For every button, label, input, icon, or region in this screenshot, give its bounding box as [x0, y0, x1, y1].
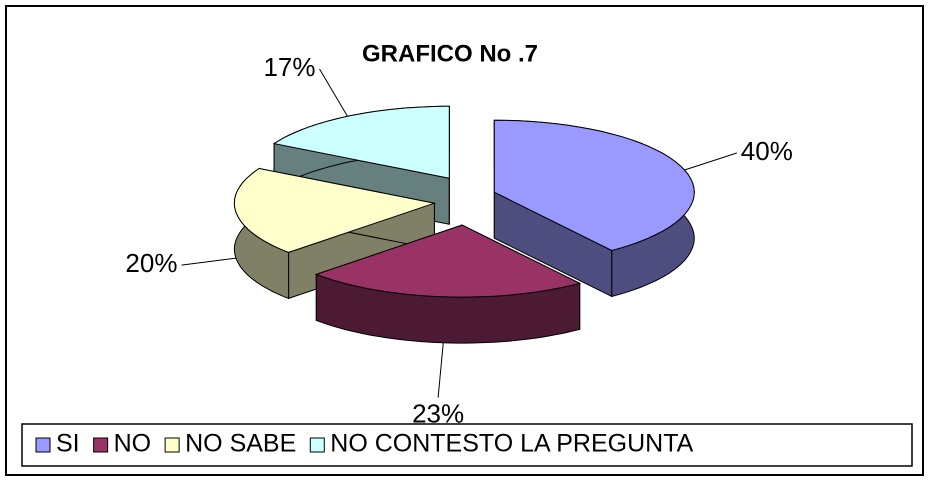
leader-line	[319, 68, 348, 117]
data-label: 20%	[125, 248, 177, 278]
leader-line	[437, 342, 444, 398]
data-label: 17%	[263, 52, 315, 82]
leader-line	[181, 257, 237, 266]
slice	[493, 119, 695, 252]
legend-label: NO CONTESTO LA PREGUNTA	[330, 430, 693, 458]
legend-swatch	[164, 437, 180, 453]
chart-title: GRAFICO No .7	[362, 40, 538, 67]
slice	[314, 224, 582, 298]
slice	[233, 167, 437, 253]
legend-label: NO SABE	[185, 430, 296, 458]
data-label: 23%	[412, 398, 464, 428]
legend-swatch	[35, 437, 51, 453]
data-label: 40%	[741, 136, 793, 166]
leader-line	[684, 152, 737, 171]
legend-label: NO	[114, 430, 152, 458]
legend-swatch	[309, 437, 325, 453]
legend-label: SI	[56, 430, 80, 458]
legend-swatch	[93, 437, 109, 453]
